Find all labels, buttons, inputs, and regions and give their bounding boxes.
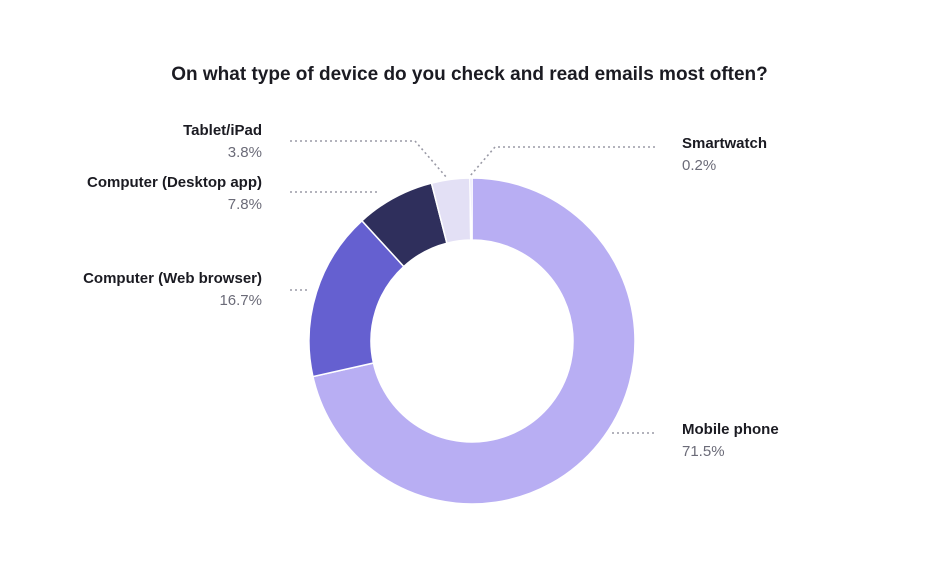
leader-line-smartwatch bbox=[469, 146, 655, 177]
chart-title: On what type of device do you check and … bbox=[171, 64, 768, 85]
slice-label-tablet-ipad: Tablet/iPad bbox=[183, 122, 262, 139]
label-computer-web-browser: Computer (Web browser) 16.7% bbox=[83, 268, 262, 312]
slice-mobile-phone bbox=[312, 177, 636, 505]
slice-value-mobile-phone: 71.5% bbox=[682, 443, 725, 460]
slice-value-smartwatch: 0.2% bbox=[682, 157, 717, 174]
slice-label-mobile-phone: Mobile phone bbox=[682, 421, 779, 438]
donut-slices bbox=[308, 177, 636, 505]
slice-label-computer-web-browser: Computer (Web browser) bbox=[83, 270, 262, 287]
label-mobile-phone: Mobile phone 71.5% bbox=[682, 419, 779, 463]
slice-value-tablet-ipad: 3.8% bbox=[227, 144, 262, 161]
label-smartwatch: Smartwatch 0.2% bbox=[682, 133, 767, 177]
leader-lines bbox=[290, 140, 655, 434]
slice-value-computer-web-browser: 16.7% bbox=[219, 292, 262, 309]
slice-label-computer-desktop-app: Computer (Desktop app) bbox=[86, 174, 262, 191]
slice-smartwatch bbox=[469, 177, 473, 241]
leader-line-tablet-ipad bbox=[290, 140, 448, 179]
label-computer-desktop-app: Computer (Desktop app) 7.8% bbox=[87, 172, 262, 216]
slice-value-computer-desktop-app: 7.8% bbox=[227, 196, 262, 213]
slice-label-smartwatch: Smartwatch bbox=[682, 135, 768, 152]
label-tablet-ipad: Tablet/iPad 3.8% bbox=[183, 120, 262, 164]
